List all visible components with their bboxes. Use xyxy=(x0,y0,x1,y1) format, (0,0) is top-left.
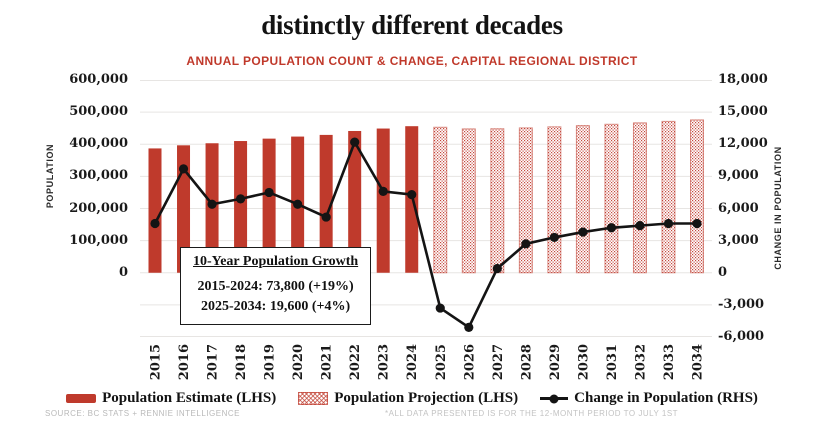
bar-2021 xyxy=(319,134,333,273)
change-dot-2026 xyxy=(464,322,474,332)
change-dot-2021 xyxy=(321,212,331,222)
change-dot-2024 xyxy=(407,189,417,200)
change-dot-2025 xyxy=(435,303,445,313)
data-note: *ALL DATA PRESENTED IS FOR THE 12-MONTH … xyxy=(385,409,679,418)
y-right-tick-15,000: 15,000 xyxy=(718,104,768,120)
change-dot-2015 xyxy=(150,218,160,229)
y-left-tick-100,000: 100,000 xyxy=(69,232,128,248)
left-axis-ticks: 600,000 500,000 400,000 300,000 200,000 100,0… xyxy=(56,72,128,337)
x-tick-2016: 2016 xyxy=(177,344,192,380)
legend-label-change: Change in Population (RHS) xyxy=(574,390,758,406)
annotation-line-2: 2025-2034: 19,600 (+4%) xyxy=(201,298,351,314)
change-dot-2023 xyxy=(378,186,388,196)
legend-line-marker-icon xyxy=(540,397,569,400)
change-dot-2018 xyxy=(235,194,246,204)
bar-2019 xyxy=(262,138,276,273)
y-right-tick-18,000: 18,000 xyxy=(718,72,768,87)
legend-item-estimate: Population Estimate (LHS) xyxy=(66,390,276,407)
y-left-tick-600,000: 600,000 xyxy=(69,72,128,87)
change-dot-2031 xyxy=(606,223,617,233)
x-tick-2028: 2028 xyxy=(519,344,534,380)
y-right-tick-0: 0 xyxy=(718,264,728,280)
change-dot-2016 xyxy=(178,164,189,174)
x-tick-2030: 2030 xyxy=(576,344,591,380)
x-tick-2034: 2034 xyxy=(691,344,706,380)
y-left-tick-300,000: 300,000 xyxy=(69,168,128,184)
bar-2028 xyxy=(518,127,533,274)
y-right-tick-9,000: 9,000 xyxy=(718,168,759,184)
x-tick-2017: 2017 xyxy=(206,344,221,380)
bar-2025 xyxy=(433,126,448,274)
source-note: SOURCE: BC STATS + RENNIE INTELLIGENCE xyxy=(45,409,240,418)
change-dot-2028 xyxy=(521,239,531,249)
x-tick-2020: 2020 xyxy=(291,344,306,380)
change-dot-2030 xyxy=(578,227,588,237)
bar-2031 xyxy=(604,123,619,274)
legend-label-projection: Population Projection (LHS) xyxy=(334,390,519,406)
y-right-tick-6,000: 6,000 xyxy=(718,200,759,216)
change-dot-2029 xyxy=(549,232,559,243)
x-tick-2023: 2023 xyxy=(377,344,392,380)
bar-2033 xyxy=(661,120,676,274)
change-dot-2019 xyxy=(264,187,274,198)
x-tick-2027: 2027 xyxy=(491,344,506,380)
bar-2029 xyxy=(547,126,562,274)
bar-2015 xyxy=(148,148,162,273)
x-tick-2031: 2031 xyxy=(605,344,620,380)
y-right-tick-3,000: 3,000 xyxy=(718,232,759,248)
bar-2032 xyxy=(632,122,647,274)
x-tick-2019: 2019 xyxy=(263,344,278,380)
change-dot-2034 xyxy=(692,218,702,229)
bar-2022 xyxy=(348,130,362,273)
x-tick-2033: 2033 xyxy=(662,344,677,380)
chart-title: distinctly different decades xyxy=(261,10,563,40)
chart-canvas: 2015 2016 2017 2018 2019 2020 2021 2022 2023 2024… xyxy=(140,80,712,380)
y-right-tick-12,000: 12,000 xyxy=(718,136,768,152)
y-left-tick-200,000: 200,000 xyxy=(69,200,128,216)
change-line xyxy=(153,139,697,330)
change-dot-2032 xyxy=(635,221,645,231)
x-tick-2029: 2029 xyxy=(548,344,563,380)
x-tick-2032: 2032 xyxy=(633,344,648,380)
x-tick-2024: 2024 xyxy=(405,344,420,380)
y-right-tick--3,000: -3,000 xyxy=(718,296,765,312)
x-tick-2026: 2026 xyxy=(462,344,477,380)
legend-label-estimate: Population Estimate (LHS) xyxy=(102,390,277,406)
y-left-tick-0: 0 xyxy=(118,264,128,280)
change-dot-2022 xyxy=(350,137,360,147)
right-axis-title: CHANGE IN POPULATION xyxy=(773,146,783,270)
x-tick-2022: 2022 xyxy=(348,344,363,380)
legend-item-change: Change in Population (RHS) xyxy=(540,390,758,407)
bar-2034 xyxy=(690,119,704,274)
change-dot-2020 xyxy=(293,199,303,209)
change-dot-2033 xyxy=(663,218,674,229)
x-tick-2015: 2015 xyxy=(149,344,164,380)
right-axis-ticks: 18,000 15,000 12,000 9,000 6,000 3,000 0 -3,000… xyxy=(718,72,782,344)
x-tick-2025: 2025 xyxy=(434,344,449,380)
annotation-line-1: 2015-2024: 73,800 (+19%) xyxy=(197,279,354,294)
change-dot-2017 xyxy=(207,199,217,209)
plot-area: 2015 2016 2017 2018 2019 2020 2021 2022 2023 2024… xyxy=(140,80,712,385)
y-left-tick-400,000: 400,000 xyxy=(69,136,128,152)
bar-2030 xyxy=(575,125,590,274)
left-axis-title: POPULATION xyxy=(45,143,55,209)
chart-subtitle: ANNUAL POPULATION COUNT & CHANGE, CAPITA… xyxy=(186,54,638,68)
legend-item-projection: Population Projection (LHS) xyxy=(298,390,518,407)
bar-2023 xyxy=(376,128,390,273)
annotation-title: 10-Year Population Growth xyxy=(193,254,359,269)
x-tick-2021: 2021 xyxy=(320,344,335,380)
y-left-tick-500,000: 500,000 xyxy=(69,104,128,120)
change-dot-2027 xyxy=(492,263,502,274)
x-tick-2018: 2018 xyxy=(234,344,249,380)
legend: Population Estimate (LHS) Population Pro… xyxy=(0,390,824,407)
y-right-tick--6,000: -6,000 xyxy=(718,329,765,344)
bar-2018 xyxy=(234,141,248,273)
annotation-box: 10-Year Population Growth 2015-2024: 73,… xyxy=(180,247,372,326)
legend-swatch-solid-icon xyxy=(66,394,97,403)
bar-2027 xyxy=(490,128,505,274)
legend-swatch-hatched-icon xyxy=(298,392,329,405)
bar-2026 xyxy=(461,128,476,274)
